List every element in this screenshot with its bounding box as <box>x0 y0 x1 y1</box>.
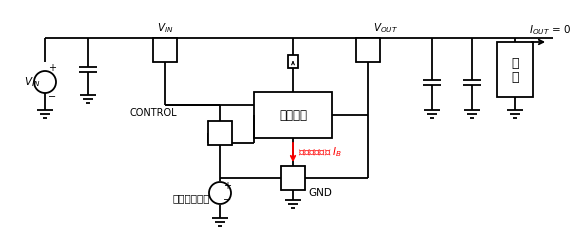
Text: $V_{IN}$: $V_{IN}$ <box>157 21 173 35</box>
Bar <box>153 38 177 62</box>
Bar <box>281 166 305 190</box>
Text: 制御回路: 制御回路 <box>279 108 307 122</box>
Text: $V_{IN}$: $V_{IN}$ <box>23 75 40 89</box>
Text: $I_{OUT}$ = 0 A: $I_{OUT}$ = 0 A <box>529 23 571 37</box>
Text: −: − <box>48 92 56 102</box>
Bar <box>497 42 533 97</box>
Text: −: − <box>223 195 231 205</box>
Bar <box>254 92 332 138</box>
Text: 荷: 荷 <box>511 70 518 83</box>
Text: CONTROL: CONTROL <box>130 108 178 118</box>
Text: +: + <box>48 63 56 73</box>
Text: +: + <box>223 181 231 191</box>
Text: $V_{OUT}$: $V_{OUT}$ <box>373 21 398 35</box>
Text: GND: GND <box>308 188 332 198</box>
Bar <box>356 38 380 62</box>
Bar <box>288 55 298 68</box>
Text: 負: 負 <box>511 57 518 69</box>
Text: バイアス電流 $I_B$: バイアス電流 $I_B$ <box>298 145 342 159</box>
Text: 出力制御信号: 出力制御信号 <box>172 193 210 203</box>
Bar <box>208 121 232 145</box>
